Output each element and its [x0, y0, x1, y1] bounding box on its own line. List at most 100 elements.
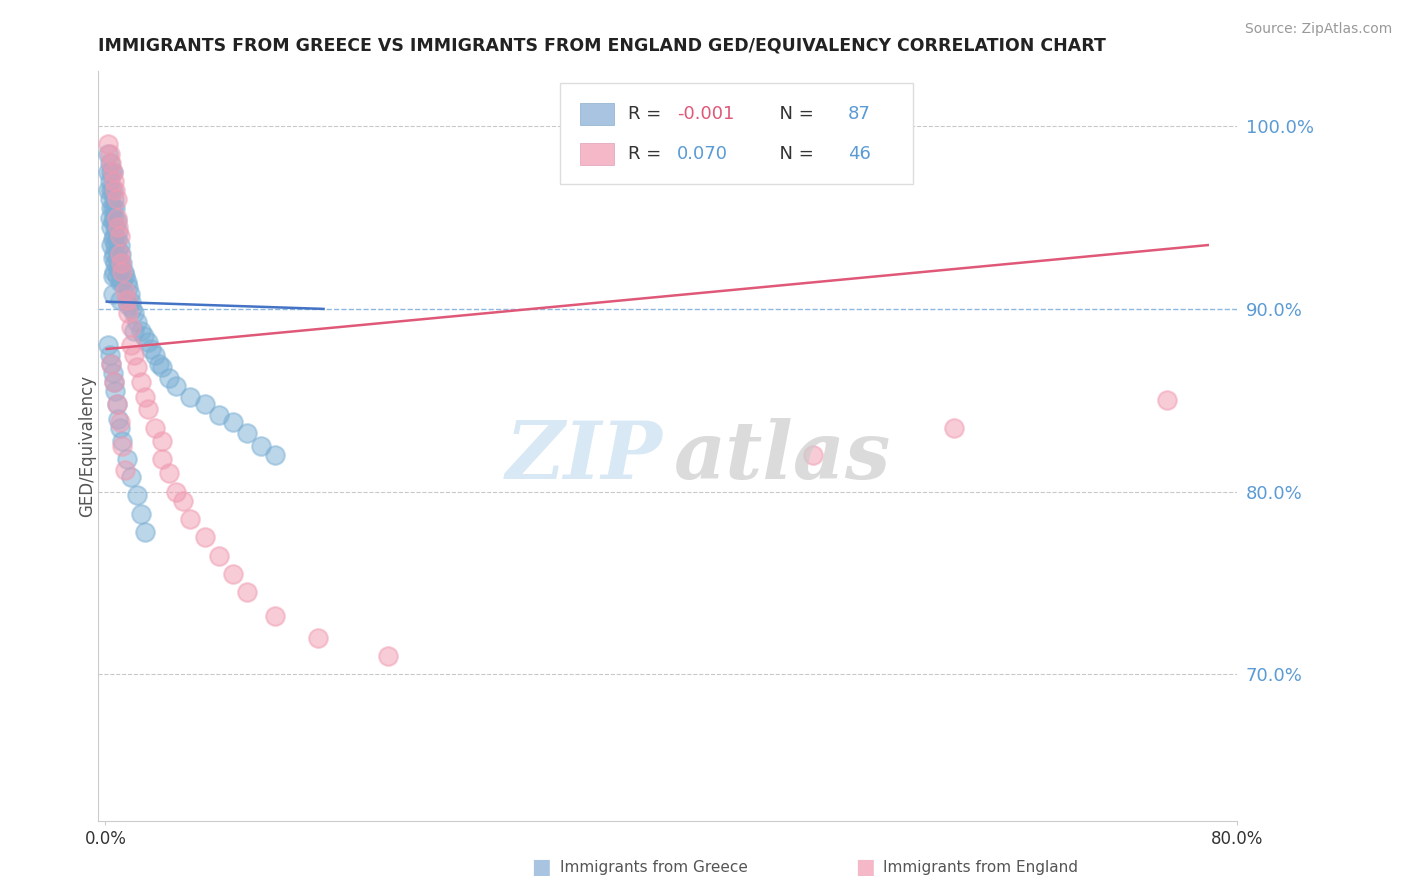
Point [108, 247, 131, 261]
Text: atlas: atlas [673, 418, 891, 496]
Point [157, 467, 180, 481]
Point [117, 305, 139, 319]
Point [104, 238, 127, 252]
Point [208, 549, 231, 563]
Point [114, 268, 136, 283]
Point [97, 137, 120, 152]
Text: -0.001: -0.001 [676, 105, 734, 123]
Point [222, 415, 245, 429]
Point [107, 244, 129, 258]
Point [122, 324, 145, 338]
Point [101, 183, 124, 197]
Text: N =: N = [768, 145, 820, 162]
Text: 46: 46 [848, 145, 870, 162]
Point [148, 357, 170, 371]
Point [172, 493, 194, 508]
Point [107, 225, 129, 239]
Point [100, 165, 122, 179]
Point [120, 320, 142, 334]
Point [105, 397, 128, 411]
Point [1156, 393, 1178, 408]
Point [104, 183, 127, 197]
Point [111, 265, 134, 279]
Point [125, 488, 148, 502]
Point [117, 280, 139, 294]
Point [100, 219, 122, 234]
Point [264, 609, 287, 624]
Point [134, 524, 156, 539]
Point [101, 251, 124, 265]
Point [136, 402, 159, 417]
Point [103, 375, 125, 389]
Point [129, 507, 152, 521]
Point [136, 334, 159, 349]
Point [125, 360, 148, 375]
Text: Immigrants from England: Immigrants from England [883, 860, 1078, 874]
Point [105, 251, 128, 265]
Point [97, 338, 120, 352]
Text: IMMIGRANTS FROM GREECE VS IMMIGRANTS FROM ENGLAND GED/EQUIVALENCY CORRELATION CH: IMMIGRANTS FROM GREECE VS IMMIGRANTS FRO… [98, 37, 1107, 54]
Point [97, 183, 120, 197]
Point [117, 298, 139, 312]
Point [222, 566, 245, 581]
Point [115, 293, 138, 307]
Point [121, 301, 143, 316]
Point [143, 421, 166, 435]
Text: ■: ■ [531, 857, 551, 877]
Point [120, 470, 142, 484]
Point [801, 448, 824, 462]
Point [193, 530, 215, 544]
Point [98, 348, 121, 362]
Text: Immigrants from Greece: Immigrants from Greece [560, 860, 748, 874]
Point [179, 512, 201, 526]
Point [114, 463, 136, 477]
Point [100, 155, 122, 169]
Point [104, 256, 127, 270]
Point [122, 348, 145, 362]
Point [208, 408, 231, 422]
Point [105, 232, 128, 246]
Point [139, 342, 162, 356]
Point [179, 390, 201, 404]
Point [114, 284, 136, 298]
Y-axis label: GED/Equivalency: GED/Equivalency [79, 375, 96, 517]
Point [100, 183, 122, 197]
Point [129, 324, 152, 338]
Point [101, 268, 124, 283]
Point [110, 256, 132, 270]
Point [103, 192, 125, 206]
Point [101, 202, 124, 216]
Point [107, 411, 129, 425]
Point [101, 165, 124, 179]
Point [108, 293, 131, 307]
Point [115, 275, 138, 289]
Point [100, 357, 122, 371]
Point [250, 439, 273, 453]
Point [108, 421, 131, 435]
Bar [581, 143, 614, 165]
Text: N =: N = [768, 105, 820, 123]
Point [108, 256, 131, 270]
Point [105, 214, 128, 228]
Point [101, 232, 124, 246]
Point [165, 484, 187, 499]
Text: R =: R = [628, 105, 666, 123]
Point [100, 202, 122, 216]
Point [150, 434, 173, 448]
Point [108, 275, 131, 289]
Point [100, 357, 122, 371]
Point [120, 294, 142, 309]
Point [143, 348, 166, 362]
Point [103, 247, 125, 261]
Point [150, 360, 173, 375]
Point [98, 211, 121, 225]
Point [98, 146, 121, 161]
Bar [581, 103, 614, 125]
Point [165, 378, 187, 392]
Point [107, 261, 129, 276]
Point [101, 214, 124, 228]
Point [112, 265, 135, 279]
Point [108, 228, 131, 243]
Point [943, 421, 966, 435]
Point [125, 315, 148, 329]
